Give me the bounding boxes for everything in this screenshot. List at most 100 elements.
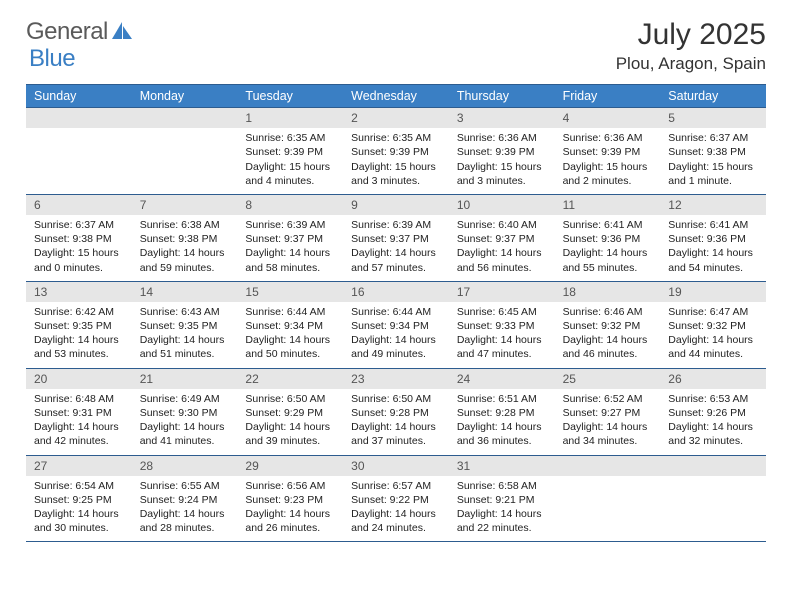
title-block: July 2025 Plou, Aragon, Spain <box>616 18 766 74</box>
daylight-line: Daylight: 14 hours and 41 minutes. <box>140 420 230 448</box>
sunrise-line: Sunrise: 6:37 AM <box>34 218 124 232</box>
sunset-line: Sunset: 9:33 PM <box>457 319 547 333</box>
daylight-line: Daylight: 14 hours and 32 minutes. <box>668 420 758 448</box>
day-number <box>26 108 132 128</box>
calendar-cell: 21Sunrise: 6:49 AMSunset: 9:30 PMDayligh… <box>132 369 238 456</box>
calendar-cell: 12Sunrise: 6:41 AMSunset: 9:36 PMDayligh… <box>660 195 766 282</box>
calendar-cell: 1Sunrise: 6:35 AMSunset: 9:39 PMDaylight… <box>237 108 343 195</box>
sunrise-line: Sunrise: 6:52 AM <box>563 392 653 406</box>
calendar-cell: 30Sunrise: 6:57 AMSunset: 9:22 PMDayligh… <box>343 456 449 543</box>
calendar-cell: 10Sunrise: 6:40 AMSunset: 9:37 PMDayligh… <box>449 195 555 282</box>
sunset-line: Sunset: 9:39 PM <box>457 145 547 159</box>
sunrise-line: Sunrise: 6:50 AM <box>245 392 335 406</box>
calendar-cell: 19Sunrise: 6:47 AMSunset: 9:32 PMDayligh… <box>660 282 766 369</box>
sunrise-line: Sunrise: 6:41 AM <box>668 218 758 232</box>
day-content: Sunrise: 6:36 AMSunset: 9:39 PMDaylight:… <box>555 128 661 194</box>
sunset-line: Sunset: 9:35 PM <box>140 319 230 333</box>
calendar-cell: 9Sunrise: 6:39 AMSunset: 9:37 PMDaylight… <box>343 195 449 282</box>
daylight-line: Daylight: 14 hours and 39 minutes. <box>245 420 335 448</box>
day-number: 22 <box>237 369 343 389</box>
sunset-line: Sunset: 9:39 PM <box>245 145 335 159</box>
day-number: 30 <box>343 456 449 476</box>
calendar-cell: 28Sunrise: 6:55 AMSunset: 9:24 PMDayligh… <box>132 456 238 543</box>
day-number: 28 <box>132 456 238 476</box>
day-number: 23 <box>343 369 449 389</box>
day-content: Sunrise: 6:45 AMSunset: 9:33 PMDaylight:… <box>449 302 555 368</box>
month-title: July 2025 <box>616 18 766 52</box>
sunrise-line: Sunrise: 6:47 AM <box>668 305 758 319</box>
day-content: Sunrise: 6:50 AMSunset: 9:28 PMDaylight:… <box>343 389 449 455</box>
day-number: 3 <box>449 108 555 128</box>
day-content: Sunrise: 6:46 AMSunset: 9:32 PMDaylight:… <box>555 302 661 368</box>
day-number: 27 <box>26 456 132 476</box>
day-content: Sunrise: 6:41 AMSunset: 9:36 PMDaylight:… <box>555 215 661 281</box>
day-content: Sunrise: 6:49 AMSunset: 9:30 PMDaylight:… <box>132 389 238 455</box>
day-content: Sunrise: 6:37 AMSunset: 9:38 PMDaylight:… <box>660 128 766 194</box>
sunset-line: Sunset: 9:35 PM <box>34 319 124 333</box>
sunset-line: Sunset: 9:32 PM <box>668 319 758 333</box>
daylight-line: Daylight: 14 hours and 47 minutes. <box>457 333 547 361</box>
day-number <box>132 108 238 128</box>
calendar-cell: 20Sunrise: 6:48 AMSunset: 9:31 PMDayligh… <box>26 369 132 456</box>
day-content: Sunrise: 6:39 AMSunset: 9:37 PMDaylight:… <box>237 215 343 281</box>
sunset-line: Sunset: 9:28 PM <box>457 406 547 420</box>
day-number: 21 <box>132 369 238 389</box>
sunrise-line: Sunrise: 6:38 AM <box>140 218 230 232</box>
sunrise-line: Sunrise: 6:49 AM <box>140 392 230 406</box>
daylight-line: Daylight: 14 hours and 37 minutes. <box>351 420 441 448</box>
weekday-label: Friday <box>555 85 661 107</box>
day-number: 11 <box>555 195 661 215</box>
calendar-cell: 25Sunrise: 6:52 AMSunset: 9:27 PMDayligh… <box>555 369 661 456</box>
day-number: 29 <box>237 456 343 476</box>
calendar-cell: 11Sunrise: 6:41 AMSunset: 9:36 PMDayligh… <box>555 195 661 282</box>
sunrise-line: Sunrise: 6:43 AM <box>140 305 230 319</box>
daylight-line: Daylight: 14 hours and 59 minutes. <box>140 246 230 274</box>
day-number: 9 <box>343 195 449 215</box>
sunset-line: Sunset: 9:34 PM <box>245 319 335 333</box>
day-content: Sunrise: 6:50 AMSunset: 9:29 PMDaylight:… <box>237 389 343 455</box>
day-number: 13 <box>26 282 132 302</box>
calendar-cell: 3Sunrise: 6:36 AMSunset: 9:39 PMDaylight… <box>449 108 555 195</box>
sunset-line: Sunset: 9:32 PM <box>563 319 653 333</box>
day-number: 6 <box>26 195 132 215</box>
sunrise-line: Sunrise: 6:44 AM <box>245 305 335 319</box>
day-content: Sunrise: 6:57 AMSunset: 9:22 PMDaylight:… <box>343 476 449 542</box>
calendar-cell: 5Sunrise: 6:37 AMSunset: 9:38 PMDaylight… <box>660 108 766 195</box>
day-content: Sunrise: 6:40 AMSunset: 9:37 PMDaylight:… <box>449 215 555 281</box>
day-content: Sunrise: 6:47 AMSunset: 9:32 PMDaylight:… <box>660 302 766 368</box>
daylight-line: Daylight: 14 hours and 51 minutes. <box>140 333 230 361</box>
sunrise-line: Sunrise: 6:57 AM <box>351 479 441 493</box>
calendar-cell: 8Sunrise: 6:39 AMSunset: 9:37 PMDaylight… <box>237 195 343 282</box>
daylight-line: Daylight: 14 hours and 50 minutes. <box>245 333 335 361</box>
calendar-cell <box>132 108 238 195</box>
weekday-label: Sunday <box>26 85 132 107</box>
calendar-cell: 27Sunrise: 6:54 AMSunset: 9:25 PMDayligh… <box>26 456 132 543</box>
sunrise-line: Sunrise: 6:56 AM <box>245 479 335 493</box>
sunrise-line: Sunrise: 6:58 AM <box>457 479 547 493</box>
sunrise-line: Sunrise: 6:40 AM <box>457 218 547 232</box>
sunrise-line: Sunrise: 6:39 AM <box>351 218 441 232</box>
day-number: 12 <box>660 195 766 215</box>
calendar-cell: 31Sunrise: 6:58 AMSunset: 9:21 PMDayligh… <box>449 456 555 543</box>
daylight-line: Daylight: 14 hours and 46 minutes. <box>563 333 653 361</box>
day-number: 24 <box>449 369 555 389</box>
day-content: Sunrise: 6:44 AMSunset: 9:34 PMDaylight:… <box>237 302 343 368</box>
sunrise-line: Sunrise: 6:53 AM <box>668 392 758 406</box>
daylight-line: Daylight: 14 hours and 53 minutes. <box>34 333 124 361</box>
day-number: 1 <box>237 108 343 128</box>
day-content: Sunrise: 6:43 AMSunset: 9:35 PMDaylight:… <box>132 302 238 368</box>
daylight-line: Daylight: 15 hours and 1 minute. <box>668 160 758 188</box>
sunset-line: Sunset: 9:23 PM <box>245 493 335 507</box>
calendar-cell: 13Sunrise: 6:42 AMSunset: 9:35 PMDayligh… <box>26 282 132 369</box>
sunset-line: Sunset: 9:25 PM <box>34 493 124 507</box>
sunset-line: Sunset: 9:21 PM <box>457 493 547 507</box>
daylight-line: Daylight: 14 hours and 34 minutes. <box>563 420 653 448</box>
weekday-label: Saturday <box>660 85 766 107</box>
daylight-line: Daylight: 14 hours and 55 minutes. <box>563 246 653 274</box>
weekday-label: Wednesday <box>343 85 449 107</box>
sunrise-line: Sunrise: 6:45 AM <box>457 305 547 319</box>
sunset-line: Sunset: 9:37 PM <box>351 232 441 246</box>
sunset-line: Sunset: 9:34 PM <box>351 319 441 333</box>
daylight-line: Daylight: 14 hours and 56 minutes. <box>457 246 547 274</box>
sunrise-line: Sunrise: 6:54 AM <box>34 479 124 493</box>
